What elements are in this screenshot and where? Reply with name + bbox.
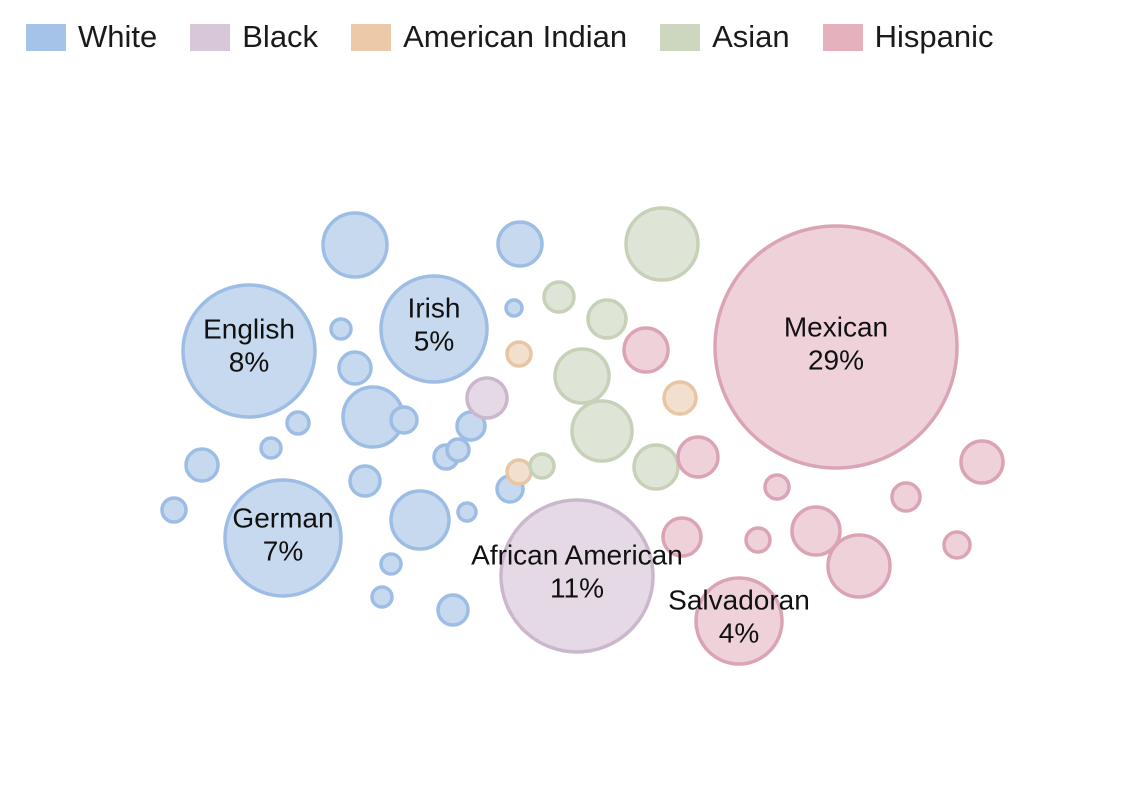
legend-item-white: White [26, 19, 157, 55]
bubble-white [259, 436, 283, 460]
bubble-white [456, 501, 478, 523]
bubble-asian [542, 280, 576, 314]
legend-label: Black [242, 19, 319, 54]
bubble-white [445, 437, 471, 463]
bubble-label-english: English [203, 314, 295, 345]
bubble-asian [528, 452, 556, 480]
bubble-hispanic [622, 326, 670, 374]
bubble-white [379, 552, 403, 576]
legend: White Black American Indian Asian Hispanic [26, 18, 1027, 56]
bubble-value-salvadoran: 4% [719, 618, 759, 649]
bubble-white [504, 298, 524, 318]
bubble-asian [553, 347, 611, 405]
bubble-american-indian [662, 380, 698, 416]
legend-item-asian: Asian [660, 19, 790, 55]
bubble-asian [632, 443, 680, 491]
bubble-hispanic [676, 435, 720, 479]
bubble-white [436, 593, 470, 627]
bubble-english [181, 283, 317, 419]
bubble-african-american [499, 498, 655, 654]
legend-item-black: Black [190, 19, 318, 55]
bubble-white [184, 447, 220, 483]
bubble-label-african-american: African American [471, 540, 683, 571]
bubble-hispanic [661, 516, 703, 558]
bubble-hispanic [942, 530, 972, 560]
bubble-hispanic [744, 526, 772, 554]
legend-item-american-indian: American Indian [351, 19, 627, 55]
bubble-hispanic [959, 439, 1005, 485]
bubble-value-german: 7% [263, 536, 303, 567]
bubble-white [348, 464, 382, 498]
bubble-white [160, 496, 188, 524]
bubble-white [370, 585, 394, 609]
bubble-white [285, 410, 311, 436]
bubble-value-african-american: 11% [550, 573, 604, 604]
bubble-american-indian [505, 340, 533, 368]
legend-swatch [822, 23, 863, 51]
bubble-salvadoran [694, 576, 784, 666]
bubble-mexican [713, 224, 959, 470]
bubble-label-salvadoran: Salvadoran [668, 585, 810, 616]
bubble-asian [570, 399, 634, 463]
legend-swatch [190, 23, 231, 51]
bubble-hispanic [890, 481, 922, 513]
bubble-asian [586, 298, 628, 340]
bubble-label-german: German [232, 503, 333, 534]
legend-swatch [351, 23, 392, 51]
bubble-american-indian [505, 458, 533, 486]
legend-label: American Indian [403, 19, 628, 54]
bubble-white [496, 220, 544, 268]
bubble-label-irish: Irish [408, 293, 461, 324]
bubble-white [389, 405, 419, 435]
bubble-white [337, 350, 373, 386]
bubble-german [223, 478, 343, 598]
bubble-white [321, 211, 389, 279]
bubble-irish [379, 274, 489, 384]
legend-label: Asian [712, 19, 790, 54]
bubble-white [389, 489, 451, 551]
bubble-hispanic [826, 533, 892, 599]
legend-label: White [78, 19, 158, 54]
bubble-hispanic [790, 505, 842, 557]
bubble-white [329, 317, 353, 341]
bubble-value-mexican: 29% [808, 345, 864, 376]
legend-item-hispanic: Hispanic [822, 19, 994, 55]
bubble-label-mexican: Mexican [784, 312, 888, 343]
bubble-black [465, 376, 509, 420]
legend-label: Hispanic [874, 19, 994, 54]
bubble-value-english: 8% [229, 347, 269, 378]
legend-swatch [26, 23, 66, 51]
bubble-asian [624, 206, 700, 282]
legend-swatch [660, 23, 701, 51]
bubble-hispanic [763, 473, 791, 501]
bubble-value-irish: 5% [414, 326, 454, 357]
